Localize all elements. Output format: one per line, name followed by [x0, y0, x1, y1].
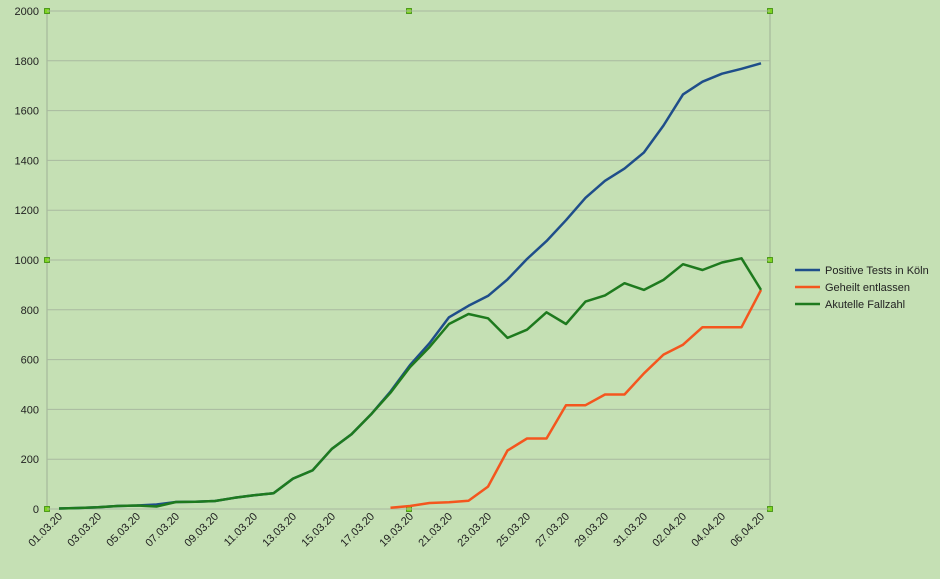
x-tick-label: 13.03.20 — [260, 511, 299, 550]
series-line — [58, 257, 763, 510]
y-tick-label: 1800 — [15, 56, 39, 68]
series-line — [58, 62, 762, 510]
x-tick-label: 06.04.20 — [728, 511, 767, 550]
legend-label: Positive Tests in Köln — [825, 265, 929, 277]
legend-label: Geheilt entlassen — [825, 282, 910, 294]
series-line — [390, 289, 763, 510]
y-tick-label: 400 — [21, 404, 39, 416]
x-tick-label: 19.03.20 — [377, 511, 416, 550]
x-tick-label: 31.03.20 — [611, 511, 650, 550]
x-tick-label: 02.04.20 — [650, 511, 689, 550]
y-tick-label: 1000 — [15, 255, 39, 267]
y-tick-label: 800 — [21, 305, 39, 317]
x-tick-label: 03.03.20 — [65, 511, 104, 550]
x-tick-label: 04.04.20 — [689, 511, 728, 550]
y-tick-label: 1600 — [15, 106, 39, 118]
y-tick-label: 600 — [21, 355, 39, 367]
x-tick-label: 05.03.20 — [104, 511, 143, 550]
x-tick-label: 15.03.20 — [299, 511, 338, 550]
x-tick-label: 23.03.20 — [455, 511, 494, 550]
legend-label: Akutelle Fallzahl — [825, 299, 905, 311]
y-tick-label: 0 — [33, 504, 39, 516]
x-tick-label: 25.03.20 — [494, 511, 533, 550]
y-tick-label: 2000 — [15, 6, 39, 18]
y-tick-label: 200 — [21, 454, 39, 466]
x-tick-label: 21.03.20 — [416, 511, 455, 550]
x-tick-label: 09.03.20 — [182, 511, 221, 550]
x-tick-label: 27.03.20 — [533, 511, 572, 550]
x-tick-label: 17.03.20 — [338, 511, 377, 550]
y-tick-label: 1200 — [15, 205, 39, 217]
x-tick-label: 11.03.20 — [222, 511, 260, 549]
x-tick-label: 29.03.20 — [572, 511, 611, 550]
x-tick-label: 01.03.20 — [26, 511, 65, 550]
x-tick-label: 07.03.20 — [143, 511, 182, 550]
y-tick-label: 1400 — [15, 155, 39, 167]
